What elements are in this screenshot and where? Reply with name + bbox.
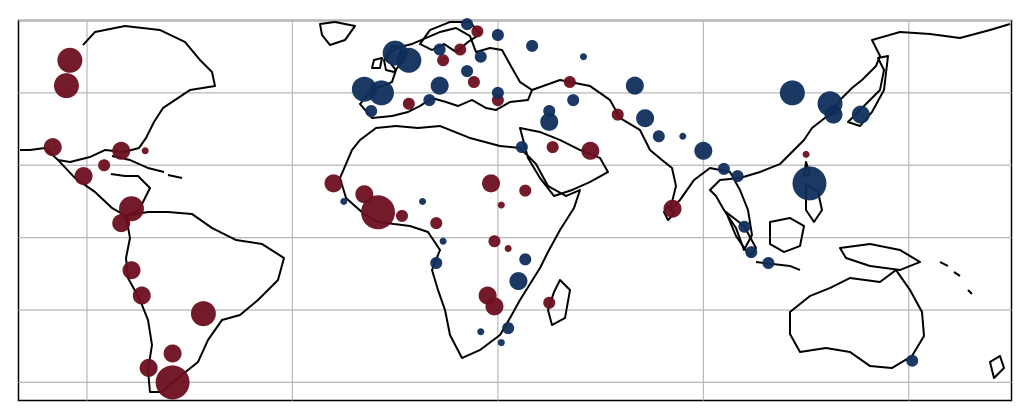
blue-point-marker — [738, 220, 751, 233]
blue-point-marker — [526, 39, 539, 52]
red-point-marker — [802, 150, 810, 158]
blue-point-marker — [430, 256, 443, 269]
coastline-borneo — [769, 217, 805, 253]
blue-point-marker — [731, 170, 744, 183]
blue-point-marker — [474, 50, 487, 63]
map-frame — [17, 19, 1013, 402]
coastline-arabia — [519, 127, 609, 197]
blue-point-marker — [430, 76, 449, 95]
blue-point-marker — [540, 112, 559, 131]
blue-point-marker — [519, 253, 532, 266]
coastline-australia — [789, 269, 925, 369]
red-point-marker — [43, 138, 62, 157]
red-point-marker — [324, 174, 343, 193]
point-markers — [43, 18, 919, 400]
coastline-new-guinea — [839, 243, 921, 271]
blue-point-marker — [679, 132, 687, 140]
blue-point-marker — [652, 130, 665, 143]
red-point-marker — [190, 301, 216, 327]
blue-point-marker — [502, 322, 515, 335]
blue-point-marker — [792, 166, 827, 201]
red-point-marker — [98, 159, 111, 172]
red-point-marker — [563, 76, 576, 89]
red-point-marker — [467, 76, 480, 89]
red-point-marker — [74, 167, 93, 186]
coastline-pacific-islands — [939, 261, 973, 295]
red-point-marker — [163, 344, 182, 363]
blue-point-marker — [762, 256, 775, 269]
blue-point-marker — [625, 76, 644, 95]
coastline-north-america — [20, 25, 216, 163]
coastline-new-zealand — [989, 355, 1005, 379]
blue-point-marker — [509, 272, 528, 291]
blue-point-marker — [368, 80, 394, 106]
coastline-greenland — [319, 21, 356, 46]
red-point-marker — [112, 214, 131, 233]
red-point-marker — [155, 365, 190, 400]
blue-point-marker — [851, 105, 870, 124]
red-point-marker — [543, 296, 556, 309]
blue-point-marker — [365, 104, 378, 117]
red-point-marker — [139, 358, 158, 377]
coastline-ireland — [371, 57, 383, 69]
blue-point-marker — [694, 141, 713, 160]
red-point-marker — [361, 195, 396, 230]
blue-point-marker — [433, 43, 446, 56]
red-point-marker — [485, 297, 504, 316]
red-point-marker — [581, 141, 600, 160]
blue-point-marker — [515, 141, 528, 154]
blue-point-marker — [477, 328, 485, 336]
coastline-madagascar — [547, 279, 571, 326]
blue-point-marker — [579, 53, 587, 61]
red-point-marker — [141, 147, 149, 155]
red-point-marker — [482, 174, 501, 193]
blue-point-marker — [461, 18, 474, 31]
red-point-marker — [546, 141, 559, 154]
coastline-africa — [339, 125, 581, 359]
blue-point-marker — [906, 354, 919, 367]
red-point-marker — [663, 199, 682, 218]
red-point-marker — [112, 141, 131, 160]
coastline-asia — [531, 23, 1011, 251]
red-point-marker — [497, 201, 505, 209]
blue-point-marker — [491, 28, 504, 41]
blue-point-marker — [423, 94, 436, 107]
blue-point-marker — [717, 162, 730, 175]
blue-point-marker — [636, 109, 655, 128]
blue-point-marker — [497, 339, 505, 347]
red-point-marker — [611, 108, 624, 121]
red-point-marker — [454, 43, 467, 56]
blue-point-marker — [745, 246, 758, 259]
red-point-marker — [488, 235, 501, 248]
coastline-hispaniola — [167, 174, 183, 179]
blue-point-marker — [779, 80, 805, 106]
red-point-marker — [519, 184, 532, 197]
blue-point-marker — [824, 105, 843, 124]
red-point-marker — [53, 73, 79, 99]
red-point-marker — [471, 25, 484, 38]
blue-point-marker — [419, 197, 427, 205]
red-point-marker — [396, 209, 409, 222]
red-point-marker — [430, 217, 443, 230]
blue-point-marker — [439, 237, 447, 245]
blue-point-marker — [567, 94, 580, 107]
red-point-marker — [132, 286, 151, 305]
red-point-marker — [57, 47, 83, 73]
red-point-marker — [402, 97, 415, 110]
red-point-marker — [122, 261, 141, 280]
blue-point-marker — [461, 65, 474, 78]
red-point-marker — [504, 245, 512, 252]
blue-point-marker — [396, 47, 422, 73]
red-point-marker — [437, 54, 450, 67]
red-point-marker — [118, 196, 144, 222]
blue-point-marker — [491, 86, 504, 99]
blue-point-marker — [340, 197, 348, 205]
